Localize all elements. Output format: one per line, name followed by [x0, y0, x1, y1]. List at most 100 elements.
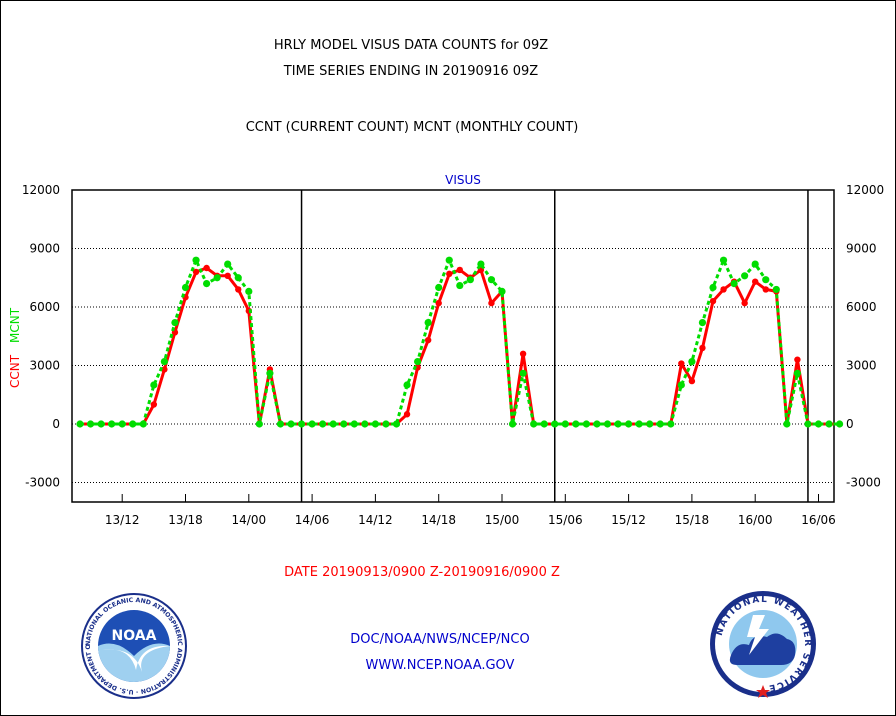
mcnt-point	[129, 420, 137, 428]
x-tick-label: 14/06	[295, 513, 330, 527]
mcnt-point	[150, 381, 158, 389]
mcnt-point	[709, 283, 717, 292]
x-tick-label: 16/06	[801, 513, 836, 527]
ccnt-point	[720, 286, 727, 293]
mcnt-point	[688, 358, 696, 366]
mcnt-point	[276, 420, 285, 428]
mcnt-point	[181, 283, 190, 292]
y-tick-label-left: 0	[52, 417, 60, 431]
mcnt-point	[561, 420, 569, 428]
ccnt-point	[488, 299, 495, 307]
x-tick-label: 16/00	[738, 513, 773, 527]
mcnt-point	[329, 420, 337, 428]
x-tick-label: 14/12	[358, 513, 393, 527]
ccnt-point	[435, 299, 442, 307]
mcnt-point	[730, 280, 738, 288]
ccnt-point	[456, 266, 463, 274]
mcnt-point	[97, 420, 105, 428]
chart-subtitle: CCNT (CURRENT COUNT) MCNT (MONTHLY COUNT…	[245, 120, 579, 135]
mcnt-point	[234, 274, 242, 282]
mcnt-point	[213, 274, 221, 282]
noaa-logo: NATIONAL OCEANIC AND ATMOSPHERIC ADMINIS…	[78, 592, 187, 699]
mcnt-point	[435, 283, 443, 292]
ccnt-point	[752, 278, 759, 285]
mcnt-point	[804, 420, 812, 428]
mcnt-point	[203, 280, 211, 288]
mcnt-point	[667, 420, 675, 428]
mcnt-point	[266, 369, 274, 377]
mcnt-point	[762, 276, 770, 284]
mcnt-point	[677, 381, 685, 389]
y-tick-label-left: 6000	[29, 300, 60, 314]
mcnt-point	[350, 420, 358, 428]
y-tick-label-right: -3000	[846, 476, 881, 490]
mcnt-point	[477, 260, 485, 268]
ccnt-point	[762, 286, 769, 293]
mcnt-point	[86, 420, 95, 428]
date-range-label: DATE 20190913/0900 Z-20190916/0900 Z	[284, 565, 560, 580]
x-tick-label: 14/00	[232, 513, 267, 527]
y-tick-label-left: 9000	[29, 242, 60, 256]
mcnt-point	[392, 420, 401, 428]
org-line: DOC/NOAA/NWS/NCEP/NCO	[350, 632, 530, 647]
mcnt-point	[160, 358, 168, 366]
ccnt-point	[699, 344, 706, 352]
url-line: WWW.NCEP.NOAA.GOV	[365, 658, 515, 673]
nws-logo: NATIONAL WEATHER SERVICE	[710, 591, 816, 698]
mcnt-point	[224, 260, 232, 268]
noaa-logo-text: NOAA	[112, 628, 157, 644]
mcnt-point	[814, 420, 823, 428]
mcnt-point	[519, 369, 527, 377]
plot-frame	[71, 189, 835, 503]
mcnt-point	[382, 420, 390, 428]
mcnt-point	[108, 420, 116, 428]
ccnt-point	[446, 270, 453, 278]
ccnt-point	[678, 360, 685, 367]
mcnt-point	[825, 420, 833, 428]
mcnt-point	[582, 420, 591, 428]
x-tick-label: 15/06	[548, 513, 583, 527]
y-axis-label-ccnt: CCNT	[8, 354, 22, 388]
y-tick-label-left: 3000	[29, 359, 60, 373]
plot-title: VISUS	[445, 173, 481, 187]
mcnt-point	[139, 420, 147, 428]
mcnt-point	[635, 420, 643, 428]
mcnt-point	[593, 420, 601, 428]
mcnt-point	[445, 256, 453, 264]
x-tick-label: 14/18	[421, 513, 456, 527]
mcnt-point	[424, 319, 432, 327]
mcnt-point	[656, 420, 664, 428]
ccnt-point	[794, 356, 801, 363]
ccnt-point	[161, 366, 168, 373]
mcnt-point	[603, 420, 612, 428]
ccnt-point	[424, 336, 432, 344]
mcnt-point	[741, 272, 749, 280]
mcnt-point	[551, 420, 559, 428]
y-tick-label-right: 0	[846, 417, 854, 431]
x-tick-label: 15/18	[675, 513, 710, 527]
mcnt-point	[540, 420, 548, 428]
mcnt-point	[76, 420, 84, 428]
ccnt-point	[403, 411, 411, 418]
y-axis-label-mcnt: MCNT	[8, 307, 22, 343]
mcnt-point	[793, 369, 802, 377]
chart-title-line2: TIME SERIES ENDING IN 20190916 09Z	[283, 64, 539, 79]
mcnt-point	[498, 287, 506, 295]
mcnt-point	[836, 420, 844, 428]
mcnt-point	[255, 420, 263, 428]
mcnt-point	[340, 420, 348, 428]
y-tick-label-right: 3000	[846, 359, 877, 373]
mcnt-point	[783, 420, 791, 428]
x-tick-label: 13/18	[168, 513, 203, 527]
mcnt-point	[414, 358, 422, 366]
mcnt-point	[772, 285, 780, 294]
mcnt-point	[751, 260, 759, 268]
mcnt-point	[508, 420, 517, 428]
mcnt-point	[625, 420, 633, 428]
ccnt-point	[203, 264, 210, 272]
x-tick-label: 15/00	[485, 513, 520, 527]
chart-title-line1: HRLY MODEL VISUS DATA COUNTS for 09Z	[273, 38, 549, 53]
mcnt-point	[403, 381, 411, 389]
mcnt-point	[245, 287, 253, 295]
